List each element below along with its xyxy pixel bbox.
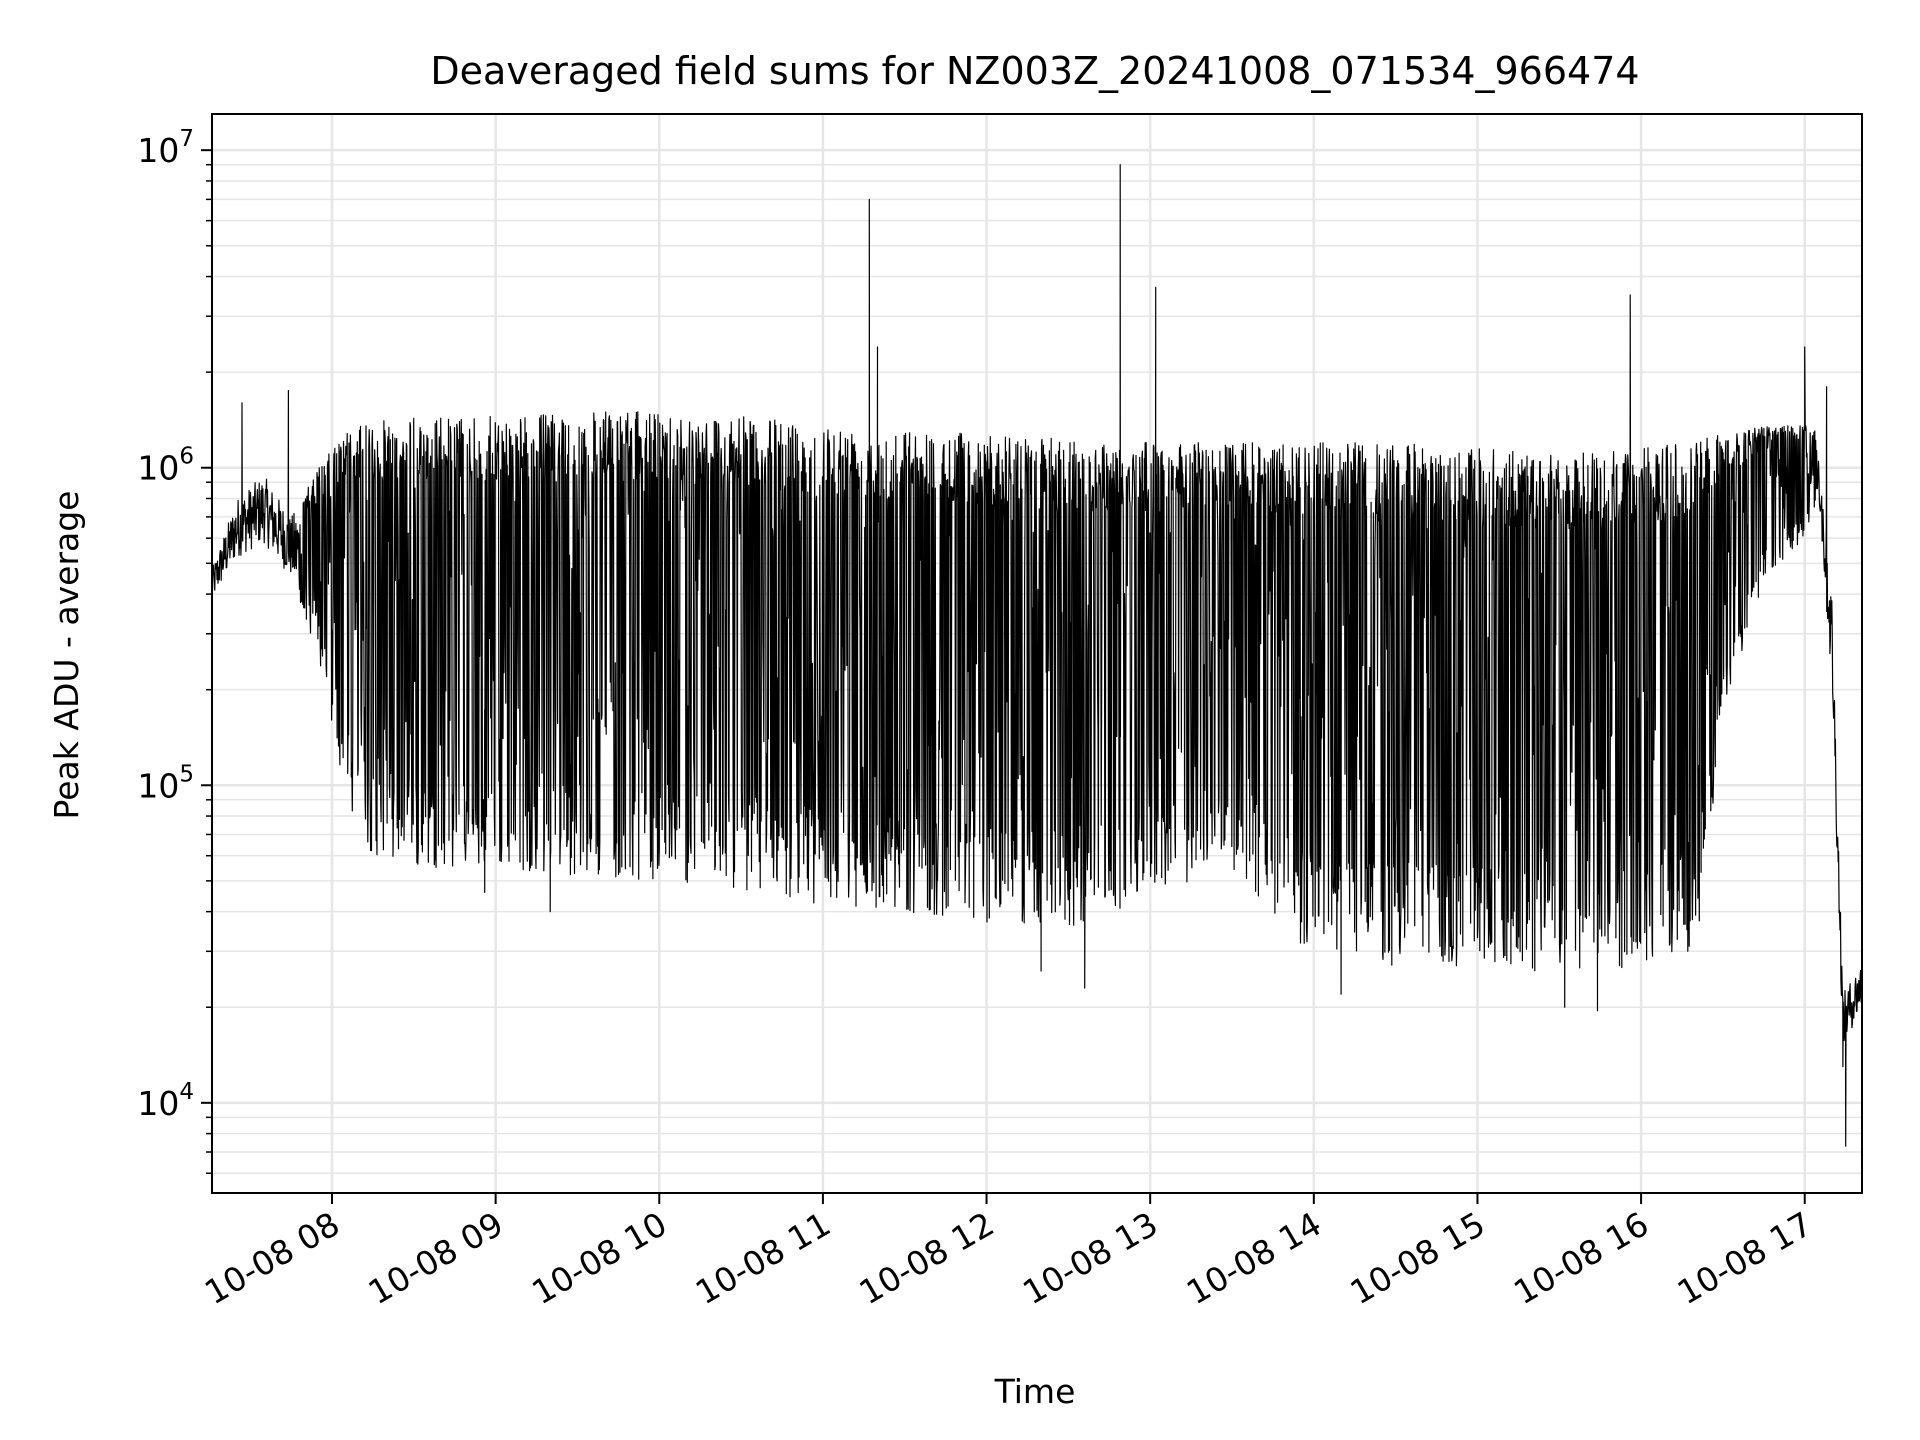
x-axis-label: Time xyxy=(994,1372,1076,1411)
y-tick-label: 106 xyxy=(137,444,194,488)
chart-title: Deaveraged field sums for NZ003Z_2024100… xyxy=(430,49,1639,93)
y-tick-label: 107 xyxy=(137,126,194,170)
y-tick-label: 104 xyxy=(137,1079,194,1123)
y-axis-label: Peak ADU - average xyxy=(47,491,86,820)
axes-frame xyxy=(211,113,1863,1194)
y-tick-label: 105 xyxy=(137,761,194,805)
y-axis-ticks: 104 105 106 107 xyxy=(137,126,212,1175)
series-line-path xyxy=(211,164,1863,1147)
series-line xyxy=(211,164,1863,1147)
